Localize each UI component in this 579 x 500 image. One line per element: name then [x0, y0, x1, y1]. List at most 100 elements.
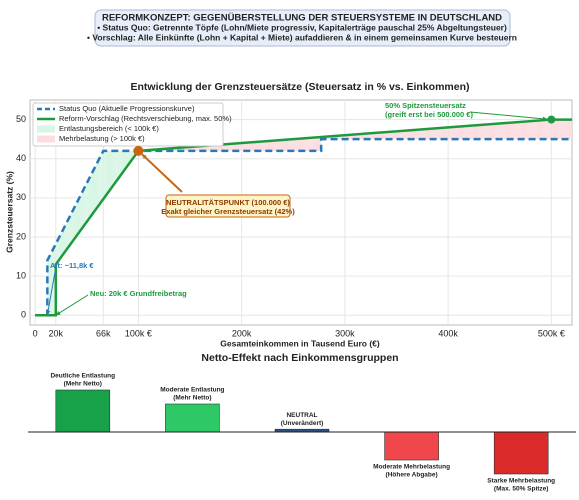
- fill-area: [104, 150, 106, 198]
- fill-area: [313, 137, 315, 151]
- fill-area: [435, 128, 437, 140]
- y-axis-label: Grenzsteuersatz (%): [4, 171, 14, 253]
- fill-area: [524, 121, 526, 140]
- fill-area: [491, 124, 493, 140]
- fill-area: [389, 131, 391, 140]
- fill-area: [62, 229, 64, 256]
- fill-area: [525, 121, 527, 140]
- x-tick-label: 0: [33, 328, 38, 338]
- fill-area: [63, 227, 65, 255]
- fill-area: [457, 126, 459, 140]
- fill-area: [507, 122, 510, 140]
- legend-swatch: [37, 125, 55, 133]
- fill-area: [256, 141, 258, 151]
- fill-area: [71, 211, 73, 244]
- arrow-head: [55, 310, 61, 316]
- fill-area: [396, 131, 398, 140]
- fill-area: [426, 128, 428, 140]
- fill-area: [366, 133, 368, 140]
- legend-label: Status Quo (Aktuelle Progressionskurve): [59, 104, 195, 113]
- fill-area: [240, 143, 242, 151]
- fill-area: [419, 129, 421, 140]
- fill-area: [89, 175, 91, 218]
- fill-area: [538, 120, 540, 140]
- fill-area: [209, 145, 211, 151]
- fill-area: [433, 128, 435, 140]
- fill-area: [110, 150, 112, 190]
- fill-area: [80, 193, 82, 231]
- fill-area: [458, 126, 460, 140]
- fill-area: [392, 131, 394, 140]
- fill-area: [251, 142, 253, 151]
- fill-area: [463, 126, 465, 140]
- fill-area: [371, 133, 373, 140]
- fill-area: [113, 150, 115, 185]
- fill-area: [410, 130, 412, 140]
- fill-area: [478, 125, 480, 140]
- fill-area: [442, 127, 444, 140]
- fill-area: [400, 130, 402, 140]
- fill-area: [230, 143, 232, 151]
- arrow-head: [142, 154, 147, 159]
- fill-area: [440, 127, 442, 140]
- fill-area: [430, 128, 432, 140]
- fill-area: [77, 199, 79, 235]
- fill-area: [272, 140, 274, 151]
- fill-area: [429, 128, 431, 140]
- fill-area: [92, 169, 95, 214]
- fill-area: [434, 128, 436, 140]
- fill-area: [227, 144, 229, 151]
- fill-area: [466, 125, 468, 140]
- fill-area: [108, 150, 110, 193]
- fill-area: [87, 179, 89, 221]
- fill-area: [231, 143, 233, 151]
- fill-area: [501, 123, 503, 140]
- fill-area: [278, 140, 280, 151]
- fill-area: [304, 138, 306, 151]
- fill-area: [506, 122, 508, 140]
- fill-area: [405, 130, 407, 140]
- bar-label: (Höhere Abgabe): [386, 472, 438, 479]
- fill-area: [88, 177, 90, 219]
- fill-area: [210, 145, 212, 151]
- fill-area: [548, 119, 550, 140]
- fill-area: [520, 121, 522, 140]
- fill-area: [414, 129, 416, 140]
- fill-area: [103, 150, 105, 200]
- fill-area: [408, 130, 410, 140]
- fill-area: [308, 137, 310, 151]
- bar-label: (Max. 50% Spitze): [494, 486, 549, 493]
- fill-area: [99, 156, 101, 205]
- fill-area: [241, 142, 243, 151]
- y-tick-label: 20: [16, 231, 26, 241]
- fill-area: [212, 145, 214, 151]
- fill-area: [397, 131, 399, 140]
- fill-area: [420, 129, 422, 140]
- fill-area: [377, 132, 379, 140]
- fill-area: [263, 141, 265, 151]
- fill-area: [48, 255, 50, 316]
- fill-area: [117, 150, 119, 180]
- fill-area: [563, 119, 565, 140]
- fill-area: [262, 141, 264, 151]
- fill-area: [76, 201, 78, 236]
- x-tick-label: 100k €: [125, 328, 152, 338]
- x-tick-label: 500k €: [538, 328, 565, 338]
- fill-area: [511, 122, 513, 140]
- fill-area: [510, 122, 512, 140]
- fill-area: [95, 165, 97, 211]
- fill-area: [249, 142, 251, 151]
- fill-area: [273, 140, 275, 151]
- bar: [384, 431, 439, 461]
- fill-area: [106, 150, 108, 195]
- fill-area: [257, 141, 259, 151]
- fill-area: [543, 120, 545, 140]
- fill-area: [213, 145, 215, 151]
- fill-area: [378, 132, 380, 140]
- fill-area: [394, 131, 396, 140]
- fill-area: [568, 119, 570, 140]
- fill-area: [477, 125, 479, 140]
- fill-area: [541, 120, 543, 140]
- fill-area: [493, 123, 495, 140]
- fill-area: [111, 150, 113, 188]
